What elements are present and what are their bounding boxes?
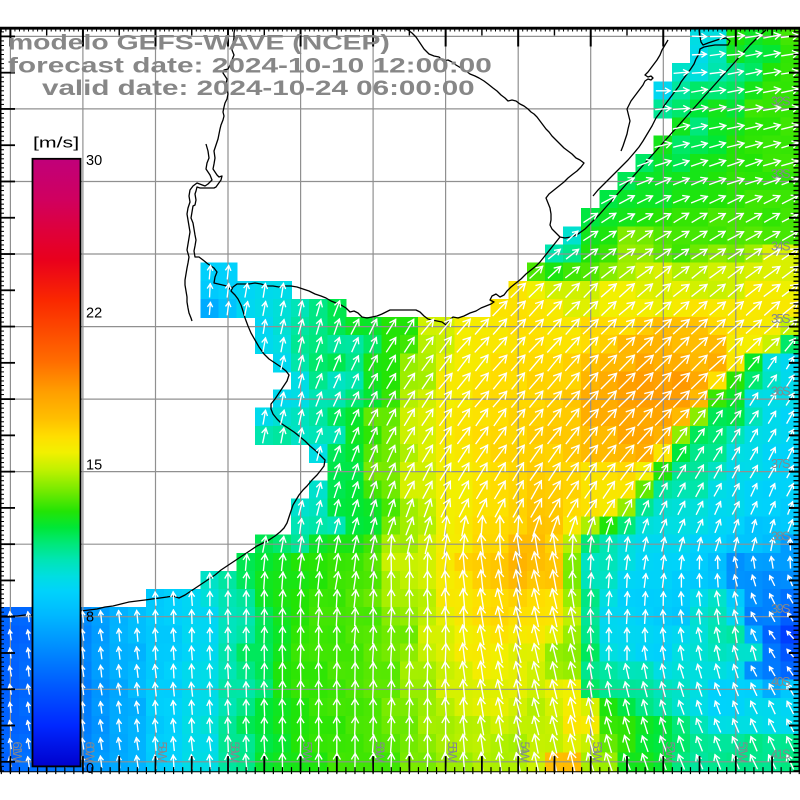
svg-text:forecast date: 2024-10-10 12:0: forecast date: 2024-10-10 12:00:00 [8,53,492,78]
svg-text:38S: 38S [771,529,791,544]
svg-text:39S: 39S [771,601,791,616]
svg-text:51W: 51W [735,742,750,764]
svg-text:56W: 56W [373,742,388,764]
svg-text:53W: 53W [590,742,605,764]
svg-text:37S: 37S [771,456,791,471]
svg-text:0: 0 [86,761,94,777]
svg-text:61W: 61W [10,742,25,764]
svg-text:[m/s]: [m/s] [33,134,79,151]
svg-text:55W: 55W [445,742,460,764]
svg-text:58W: 58W [228,742,243,764]
svg-text:54W: 54W [518,742,533,764]
svg-text:valid date: 2024-10-24 06:00:0: valid date: 2024-10-24 06:00:00 [42,77,475,100]
svg-text:30: 30 [86,153,102,169]
svg-text:modelo GEFS-WAVE (NCEP): modelo GEFS-WAVE (NCEP) [8,31,390,55]
svg-text:22: 22 [86,306,102,322]
svg-text:57W: 57W [300,742,315,764]
svg-text:41S: 41S [771,746,791,761]
svg-text:36S: 36S [771,384,791,399]
svg-text:59W: 59W [155,742,170,764]
svg-text:8: 8 [86,610,94,626]
svg-text:34S: 34S [771,239,791,254]
svg-text:32S: 32S [771,93,791,108]
svg-text:35S: 35S [771,311,791,326]
svg-text:60W: 60W [82,742,97,764]
svg-text:33S: 33S [771,166,791,181]
svg-text:52W: 52W [663,742,678,764]
svg-text:15: 15 [86,458,102,474]
svg-text:40S: 40S [771,674,791,689]
